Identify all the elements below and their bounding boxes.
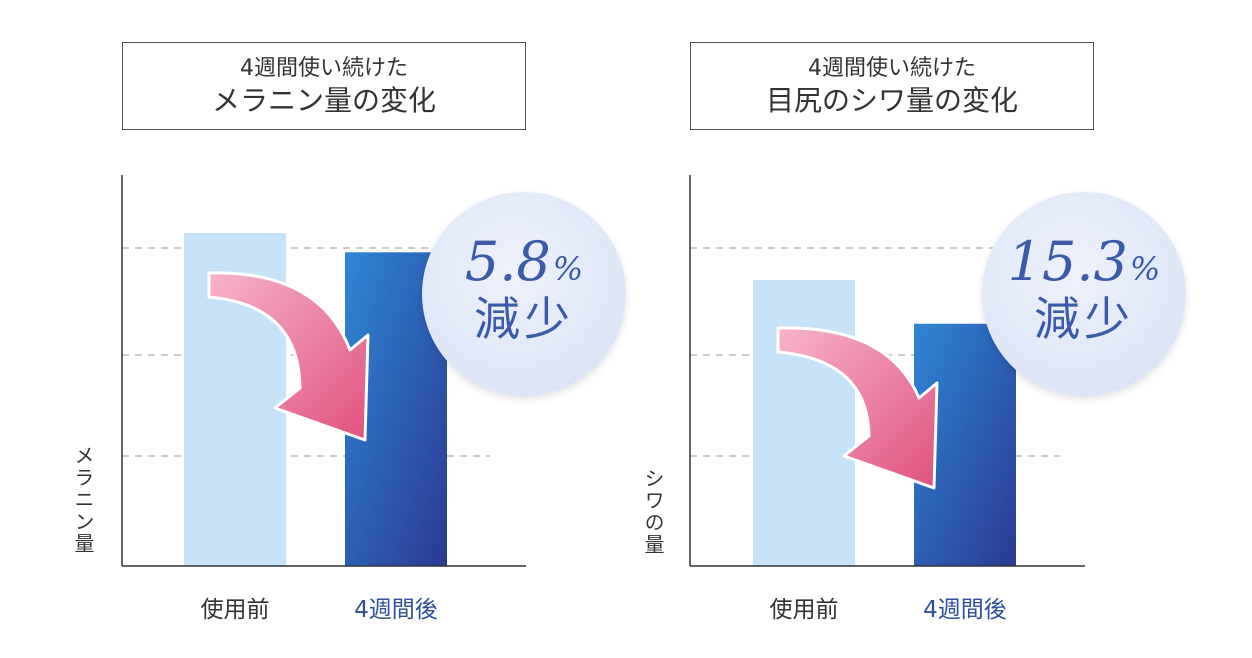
chart-title-melanin: 4週間使い続けた メラニン量の変化: [122, 42, 526, 130]
reduction-badge-melanin: 5.8% 減少: [422, 192, 626, 396]
percent-sign: %: [552, 250, 584, 288]
x-tick-label-after: 4週間後: [354, 597, 438, 623]
down-curved-arrow-icon: [207, 271, 370, 442]
chart-title-line2: メラニン量の変化: [211, 84, 436, 117]
y-axis-label-melanin: メラニン量: [71, 445, 95, 555]
chart-title-wrinkle: 4週間使い続けた 目尻のシワ量の変化: [690, 42, 1094, 130]
down-curved-arrow-icon: [776, 326, 939, 490]
reduction-word: 減少: [474, 292, 574, 346]
reduction-word: 減少: [1034, 292, 1134, 346]
x-tick-label-after: 4週間後: [923, 597, 1007, 623]
reduction-value: 5.8: [464, 230, 551, 293]
chart-title-line1: 4週間使い続けた: [240, 56, 408, 81]
reduction-value: 15.3: [1007, 230, 1128, 293]
chart-title-line1: 4週間使い続けた: [808, 56, 976, 81]
y-axis-label-wrinkle: シワの量: [641, 468, 665, 556]
chart-title-line2: 目尻のシワ量の変化: [765, 84, 1018, 117]
x-tick-label-before: 使用前: [769, 597, 839, 623]
reduction-badge-wrinkle: 15.3% 減少: [982, 192, 1186, 396]
percent-sign: %: [1129, 250, 1161, 288]
x-tick-label-before: 使用前: [200, 597, 270, 623]
bar-before: [753, 280, 855, 566]
